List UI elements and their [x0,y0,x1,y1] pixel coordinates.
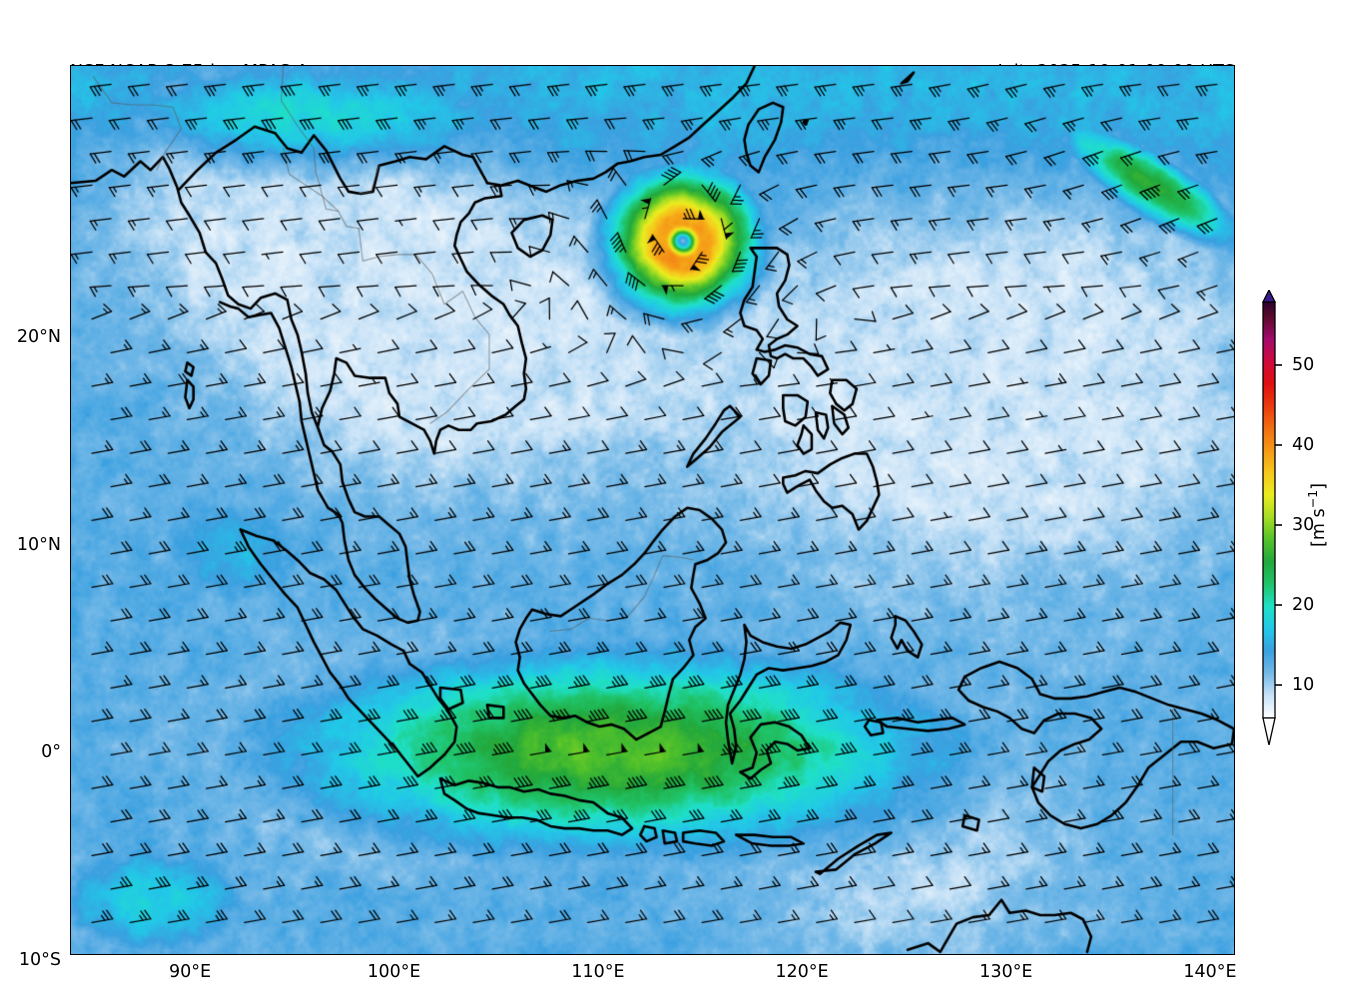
x-tick-label-1: 100°E [367,962,421,982]
x-tick-label-0: 90°E [168,962,212,982]
wind-speed-field [71,66,1234,954]
y-tick-label-0: 20°N [16,327,61,347]
colorbar-title: [m s−1] [1305,483,1329,547]
y-tick-label-1: 10°N [16,535,61,555]
x-tick-label-5: 140°E [1183,962,1237,982]
y-tick-label-2: 0° [41,742,61,762]
colorbar-gradient [1261,290,1282,745]
colorbar-tick-10: 10 [1292,675,1315,695]
x-tick-label-3: 120°E [775,962,829,982]
x-tick-label-4: 130°E [979,962,1033,982]
colorbar[interactable] [1254,290,1284,745]
colorbar-tick-40: 40 [1292,435,1315,455]
x-tick-label-2: 110°E [571,962,625,982]
colorbar-tick-20: 20 [1292,595,1315,615]
colorbar-units-exponent: −1 [1305,489,1321,509]
colorbar-tick-30: 30 [1292,515,1315,535]
colorbar-tick-50: 50 [1292,355,1315,375]
map-plot-area[interactable] [70,65,1235,955]
y-tick-label-3: 10°S [18,950,61,970]
